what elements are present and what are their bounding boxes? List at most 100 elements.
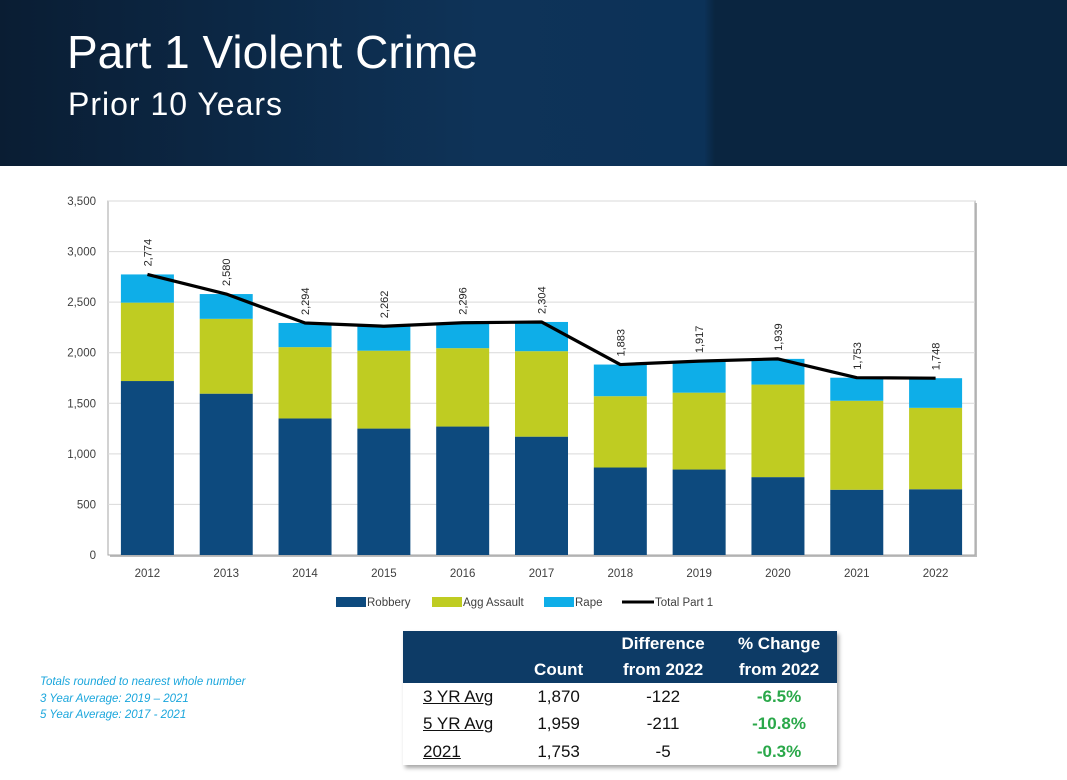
page-subtitle: Prior 10 Years: [68, 86, 284, 122]
x-tick-label: 2013: [213, 568, 239, 580]
row-count: 1,753: [512, 737, 606, 765]
total-data-label: 2,580: [221, 259, 233, 287]
header-empty: [403, 631, 513, 683]
bar-agg-assault: [278, 347, 332, 419]
bar-robbery: [830, 489, 884, 555]
legend-agg-assault-swatch: [432, 597, 462, 607]
header-pct-line1: % Change: [737, 634, 821, 653]
x-tick-label: 2016: [450, 568, 476, 580]
total-data-label: 2,262: [379, 291, 391, 319]
page-title: Part 1 Violent Crime: [67, 26, 478, 78]
legend-rape-label: Rape: [575, 597, 603, 609]
table-row: 5 YR Avg 1,959 -211 -10.8%: [403, 710, 837, 738]
bar-agg-assault: [357, 350, 411, 429]
total-data-label: 1,753: [852, 342, 864, 370]
row-label: 3 YR Avg: [403, 683, 513, 711]
bar-agg-assault: [515, 351, 568, 437]
bar-rape: [278, 322, 332, 348]
bar-agg-assault: [909, 407, 963, 490]
y-tick-label: 1,000: [67, 449, 96, 461]
header-pct-change: % Change from 2022: [721, 631, 837, 683]
row-diff: -122: [605, 683, 722, 711]
bar-robbery: [120, 381, 174, 555]
total-data-label: 2,296: [458, 287, 470, 315]
header-diff-line1: Difference: [621, 634, 705, 653]
header-diff-line2: from 2022: [622, 660, 704, 679]
bar-robbery: [751, 477, 805, 555]
row-diff: -5: [605, 737, 722, 765]
legend-robbery-label: Robbery: [367, 597, 411, 609]
bar-robbery: [593, 467, 647, 555]
y-tick-label: 2,000: [67, 348, 96, 360]
row-count: 1,870: [512, 683, 606, 711]
bar-agg-assault: [593, 396, 647, 468]
x-tick-label: 2012: [135, 568, 161, 580]
bar-rape: [593, 364, 647, 397]
bar-agg-assault: [751, 384, 805, 478]
bar-rape: [830, 377, 884, 401]
bar-robbery: [515, 436, 568, 555]
total-data-label: 1,939: [773, 323, 785, 351]
x-tick-label: 2014: [292, 568, 318, 580]
bar-rape: [515, 321, 568, 352]
note-3yr: 3 Year Average: 2019 – 2021: [40, 692, 189, 705]
x-tick-label: 2020: [765, 568, 791, 580]
bar-robbery: [436, 426, 490, 555]
row-label: 2021: [403, 737, 513, 765]
x-tick-label: 2022: [923, 568, 949, 580]
title-banner: Part 1 Violent Crime Prior 10 Years: [0, 0, 1067, 166]
bar-rape: [199, 294, 253, 319]
legend-robbery-swatch: [336, 597, 366, 607]
row-pct: -6.5%: [721, 683, 837, 711]
summary-table: Count Difference from 2022 % Change from…: [403, 631, 837, 765]
bar-agg-assault: [830, 400, 884, 490]
bar-robbery: [278, 418, 332, 555]
legend-agg-assault-label: Agg Assault: [463, 597, 525, 609]
header-count-label: Count: [534, 660, 584, 679]
y-tick-label: 500: [77, 499, 96, 511]
total-data-label: 2,774: [142, 239, 154, 267]
bar-robbery: [672, 469, 726, 555]
x-tick-label: 2019: [686, 568, 712, 580]
bars: [120, 274, 963, 555]
bar-robbery: [199, 393, 253, 555]
total-data-label: 2,294: [300, 287, 312, 315]
bar-rape: [436, 322, 490, 349]
x-tick-label: 2017: [529, 568, 555, 580]
total-line-layer: 2,774 2,580 2,294 2,262 2,296 2,304 1,883 1,917…: [142, 239, 943, 380]
bar-rape: [357, 326, 411, 351]
y-tick-label: 2,500: [67, 297, 96, 309]
y-tick-label: 3,500: [67, 196, 96, 208]
header-difference: Difference from 2022: [605, 631, 722, 683]
total-data-label: 1,748: [931, 343, 943, 371]
bar-agg-assault: [436, 348, 490, 427]
bar-rape: [909, 378, 963, 408]
total-data-label: 2,304: [537, 286, 549, 314]
bar-agg-assault: [199, 318, 253, 394]
chart-notes: Totals rounded to nearest whole number 3…: [40, 674, 245, 724]
row-diff: -211: [605, 710, 722, 738]
legend-rape-swatch: [544, 597, 574, 607]
bar-agg-assault: [672, 392, 726, 470]
x-tick-label: 2015: [371, 568, 397, 580]
crime-chart: 2,774 2,580 2,294 2,262 2,296 2,304 1,883 1,917…: [67, 196, 977, 609]
bar-robbery: [909, 489, 963, 555]
row-pct: -10.8%: [721, 710, 837, 738]
row-label: 5 YR Avg: [403, 710, 513, 738]
row-count: 1,959: [512, 710, 606, 738]
y-tick-label: 0: [90, 550, 96, 562]
legend-total-part-1-label: Total Part 1: [655, 597, 713, 609]
total-data-label: 1,883: [615, 329, 627, 357]
note-5yr: 5 Year Average: 2017 - 2021: [40, 709, 187, 721]
bar-agg-assault: [120, 302, 174, 382]
axes: 0 500 1,000 1,500 2,000 2,500 3,000 3,500 2012 20…: [67, 196, 948, 580]
bar-robbery: [357, 428, 411, 555]
table-row: 2021 1,753 -5 -0.3%: [403, 737, 837, 765]
x-tick-label: 2018: [608, 568, 634, 580]
x-tick-label: 2021: [844, 568, 870, 580]
header-pct-line2: from 2022: [738, 660, 820, 679]
note-rounding: Totals rounded to nearest whole number: [40, 676, 246, 688]
summary-header-row: Count Difference from 2022 % Change from…: [403, 631, 837, 683]
table-row: 3 YR Avg 1,870 -122 -6.5%: [403, 683, 837, 711]
bar-rape: [672, 361, 726, 393]
